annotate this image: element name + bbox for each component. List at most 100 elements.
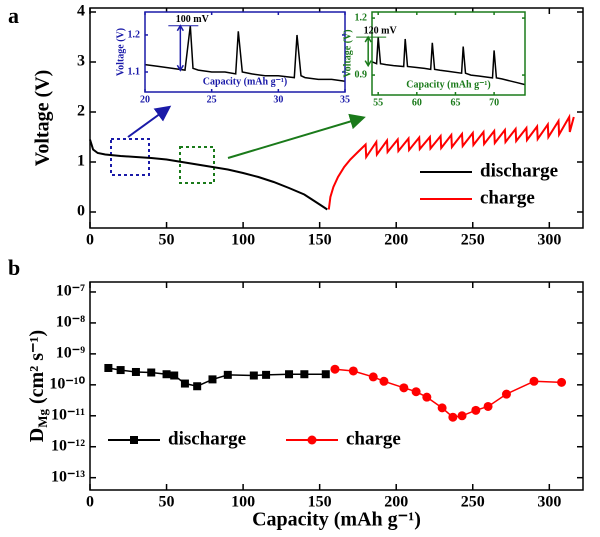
y-axis-label: Voltage (V) xyxy=(115,28,126,76)
marker xyxy=(379,376,389,386)
x-tick-label: 65 xyxy=(450,97,460,108)
marker xyxy=(116,366,125,375)
series-line xyxy=(108,367,326,387)
marker xyxy=(223,370,232,379)
y-tick-label: 1.2 xyxy=(355,12,368,23)
y-tick-label: 10⁻⁷ xyxy=(56,283,85,300)
marker xyxy=(147,368,156,377)
y-axis-label: Voltage (V) xyxy=(32,70,54,166)
zoom-arrow xyxy=(127,105,172,138)
series-line xyxy=(89,139,328,211)
legend-label: charge xyxy=(346,428,401,449)
y-tick-label: 1.1 xyxy=(128,66,141,77)
y-tick-label: 1.2 xyxy=(128,29,141,40)
marker xyxy=(368,372,378,382)
marker xyxy=(208,375,217,384)
zoom-arrow xyxy=(227,113,366,159)
x-tick-label: 150 xyxy=(308,231,332,248)
marker xyxy=(170,371,179,380)
panel-label: b xyxy=(8,255,20,280)
y-tick-label: 10⁻¹³ xyxy=(51,468,85,485)
x-tick-label: 20 xyxy=(140,94,150,105)
x-tick-label: 30 xyxy=(273,94,283,105)
x-axis-label: Capacity (mAh g⁻¹) xyxy=(203,76,287,87)
marker xyxy=(131,367,140,376)
series-line xyxy=(371,37,526,86)
x-tick-label: 35 xyxy=(340,94,350,105)
marker xyxy=(249,371,258,380)
axes-frame xyxy=(371,11,526,96)
marker xyxy=(557,377,567,387)
legend-label: discharge xyxy=(168,428,246,449)
x-tick-label: 100 xyxy=(231,493,255,510)
marker xyxy=(448,412,458,422)
marker xyxy=(193,382,202,391)
marker xyxy=(262,370,271,379)
marker xyxy=(330,364,340,374)
axes-frame xyxy=(144,11,346,93)
y-tick-label: 10⁻¹² xyxy=(51,437,85,454)
y-axis-label: DMg (cm² s⁻¹) xyxy=(26,330,50,442)
legend-marker xyxy=(307,435,317,445)
y-tick-label: 3 xyxy=(77,53,85,70)
marker xyxy=(529,376,539,386)
series-line xyxy=(327,113,575,210)
x-tick-label: 150 xyxy=(308,493,332,510)
y-tick-label: 0 xyxy=(77,203,85,220)
x-tick-label: 300 xyxy=(537,493,561,510)
x-axis-label: Capacity (mAh g⁻¹) xyxy=(252,509,421,531)
y-tick-label: 2 xyxy=(77,103,85,120)
y-axis-label: Voltage (V) xyxy=(342,29,353,77)
marker xyxy=(483,401,493,411)
marker xyxy=(285,370,294,379)
marker xyxy=(501,389,511,399)
marker xyxy=(348,366,358,376)
annotation: 120 mV xyxy=(364,25,398,36)
axes-frame xyxy=(89,7,584,229)
x-axis-label: Capacity (mAh g⁻¹) xyxy=(406,79,490,90)
y-tick-label: 4 xyxy=(77,3,85,20)
inset-background xyxy=(372,12,525,95)
y-tick-label: 1 xyxy=(77,153,85,170)
marker xyxy=(321,370,330,379)
annotation: 100 mV xyxy=(176,14,210,25)
marker xyxy=(180,379,189,388)
y-axis-label-part: Mg xyxy=(35,408,50,427)
x-tick-label: 250 xyxy=(461,231,485,248)
x-tick-label: 200 xyxy=(384,493,408,510)
x-tick-label: 55 xyxy=(373,97,383,108)
marker xyxy=(399,383,409,393)
x-tick-label: 250 xyxy=(461,493,485,510)
marker xyxy=(471,405,481,415)
x-tick-label: 300 xyxy=(537,231,561,248)
x-tick-label: 25 xyxy=(207,94,217,105)
legend-label: discharge xyxy=(480,160,558,181)
axes-frame xyxy=(89,281,584,491)
marker xyxy=(437,403,447,413)
y-tick-label: 10⁻¹⁰ xyxy=(49,376,85,393)
y-tick-label: 10⁻¹¹ xyxy=(51,406,85,423)
marker xyxy=(422,392,432,402)
legend-label: charge xyxy=(480,187,535,208)
x-tick-label: 100 xyxy=(231,231,255,248)
series-line xyxy=(144,25,346,83)
x-tick-label: 0 xyxy=(86,231,94,248)
y-axis-label-part: D xyxy=(26,428,48,442)
x-tick-label: 60 xyxy=(412,97,422,108)
y-tick-label: 10⁻⁸ xyxy=(56,314,85,331)
marker xyxy=(300,370,309,379)
y-axis-label-part: (cm² s⁻¹) xyxy=(26,330,48,409)
zoom-box xyxy=(179,146,215,184)
y-tick-label: 0.9 xyxy=(355,69,368,80)
x-tick-label: 200 xyxy=(384,231,408,248)
marker xyxy=(162,370,171,379)
x-tick-label: 0 xyxy=(86,493,94,510)
legend-marker xyxy=(130,436,138,444)
y-tick-label: 10⁻⁹ xyxy=(56,345,85,362)
x-tick-label: 50 xyxy=(159,231,175,248)
x-tick-label: 70 xyxy=(489,97,499,108)
marker xyxy=(411,387,421,397)
x-tick-label: 50 xyxy=(159,493,175,510)
panel-label: a xyxy=(8,3,19,28)
